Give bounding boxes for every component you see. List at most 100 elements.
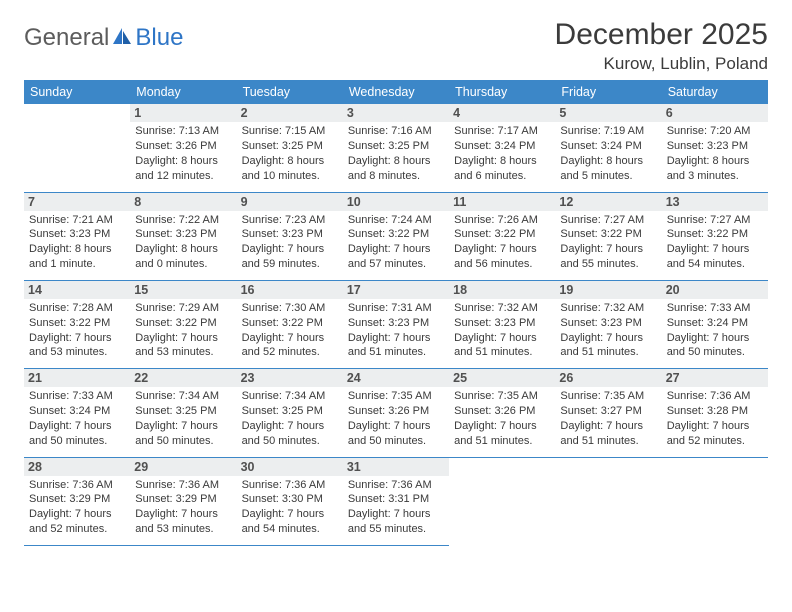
day-number: 17 xyxy=(343,281,449,299)
calendar-cell: 24Sunrise: 7:35 AMSunset: 3:26 PMDayligh… xyxy=(343,369,449,457)
calendar-cell: 23Sunrise: 7:34 AMSunset: 3:25 PMDayligh… xyxy=(237,369,343,457)
sail-icon xyxy=(111,26,133,51)
day-number: 8 xyxy=(130,193,236,211)
calendar-cell: 2Sunrise: 7:15 AMSunset: 3:25 PMDaylight… xyxy=(237,104,343,192)
sunset-text: Sunset: 3:26 PM xyxy=(348,404,444,419)
sunset-text: Sunset: 3:25 PM xyxy=(242,139,338,154)
daylight-text: Daylight: 8 hours and 12 minutes. xyxy=(135,154,231,184)
day-number: 1 xyxy=(130,104,236,122)
daylight-text: Daylight: 7 hours and 51 minutes. xyxy=(560,331,656,361)
sunset-text: Sunset: 3:22 PM xyxy=(29,316,125,331)
calendar-cell: 7Sunrise: 7:21 AMSunset: 3:23 PMDaylight… xyxy=(24,192,130,280)
day-number: 30 xyxy=(237,458,343,476)
sunrise-text: Sunrise: 7:29 AM xyxy=(135,301,231,316)
day-number: 31 xyxy=(343,458,449,476)
day-number: 10 xyxy=(343,193,449,211)
daylight-text: Daylight: 7 hours and 50 minutes. xyxy=(242,419,338,449)
sunset-text: Sunset: 3:26 PM xyxy=(135,139,231,154)
logo: General Blue xyxy=(24,24,183,52)
sunrise-text: Sunrise: 7:35 AM xyxy=(348,389,444,404)
calendar-cell: 3Sunrise: 7:16 AMSunset: 3:25 PMDaylight… xyxy=(343,104,449,192)
sunrise-text: Sunrise: 7:36 AM xyxy=(667,389,763,404)
calendar-cell: 20Sunrise: 7:33 AMSunset: 3:24 PMDayligh… xyxy=(662,280,768,368)
calendar-cell: 26Sunrise: 7:35 AMSunset: 3:27 PMDayligh… xyxy=(555,369,661,457)
day-number: 24 xyxy=(343,369,449,387)
sunset-text: Sunset: 3:30 PM xyxy=(242,492,338,507)
sunset-text: Sunset: 3:23 PM xyxy=(29,227,125,242)
day-number: 29 xyxy=(130,458,236,476)
col-thursday: Thursday xyxy=(449,80,555,104)
sunset-text: Sunset: 3:25 PM xyxy=(242,404,338,419)
calendar-cell: 30Sunrise: 7:36 AMSunset: 3:30 PMDayligh… xyxy=(237,457,343,545)
day-number: 6 xyxy=(662,104,768,122)
sunset-text: Sunset: 3:22 PM xyxy=(560,227,656,242)
calendar-cell: 14Sunrise: 7:28 AMSunset: 3:22 PMDayligh… xyxy=(24,280,130,368)
daylight-text: Daylight: 7 hours and 52 minutes. xyxy=(667,419,763,449)
sunset-text: Sunset: 3:24 PM xyxy=(29,404,125,419)
sunset-text: Sunset: 3:23 PM xyxy=(454,316,550,331)
sunrise-text: Sunrise: 7:33 AM xyxy=(29,389,125,404)
sunset-text: Sunset: 3:23 PM xyxy=(667,139,763,154)
daylight-text: Daylight: 7 hours and 53 minutes. xyxy=(135,507,231,537)
calendar-cell: 27Sunrise: 7:36 AMSunset: 3:28 PMDayligh… xyxy=(662,369,768,457)
daylight-text: Daylight: 7 hours and 53 minutes. xyxy=(135,331,231,361)
sunrise-text: Sunrise: 7:30 AM xyxy=(242,301,338,316)
calendar-cell: 17Sunrise: 7:31 AMSunset: 3:23 PMDayligh… xyxy=(343,280,449,368)
daylight-text: Daylight: 8 hours and 8 minutes. xyxy=(348,154,444,184)
daylight-text: Daylight: 7 hours and 55 minutes. xyxy=(560,242,656,272)
day-number: 4 xyxy=(449,104,555,122)
sunrise-text: Sunrise: 7:15 AM xyxy=(242,124,338,139)
day-number: 3 xyxy=(343,104,449,122)
day-number: 20 xyxy=(662,281,768,299)
day-number: 12 xyxy=(555,193,661,211)
sunrise-text: Sunrise: 7:27 AM xyxy=(667,213,763,228)
calendar-cell: 18Sunrise: 7:32 AMSunset: 3:23 PMDayligh… xyxy=(449,280,555,368)
daylight-text: Daylight: 7 hours and 54 minutes. xyxy=(667,242,763,272)
daylight-text: Daylight: 8 hours and 5 minutes. xyxy=(560,154,656,184)
calendar-cell: 4 Sunrise: 7:17 AMSunset: 3:24 PMDaylight… xyxy=(449,104,555,192)
calendar-row: 21Sunrise: 7:33 AMSunset: 3:24 PMDayligh… xyxy=(24,369,768,457)
calendar-cell: 11Sunrise: 7:26 AMSunset: 3:22 PMDayligh… xyxy=(449,192,555,280)
day-number: 9 xyxy=(237,193,343,211)
daylight-text: Daylight: 7 hours and 59 minutes. xyxy=(242,242,338,272)
calendar-row: 1Sunrise: 7:13 AMSunset: 3:26 PMDaylight… xyxy=(24,104,768,192)
sunset-text: Sunset: 3:27 PM xyxy=(560,404,656,419)
calendar-cell: 21Sunrise: 7:33 AMSunset: 3:24 PMDayligh… xyxy=(24,369,130,457)
calendar-row: 14Sunrise: 7:28 AMSunset: 3:22 PMDayligh… xyxy=(24,280,768,368)
sunset-text: Sunset: 3:24 PM xyxy=(560,139,656,154)
col-wednesday: Wednesday xyxy=(343,80,449,104)
calendar-cell: 25Sunrise: 7:35 AMSunset: 3:26 PMDayligh… xyxy=(449,369,555,457)
calendar-cell: 6Sunrise: 7:20 AMSunset: 3:23 PMDaylight… xyxy=(662,104,768,192)
daylight-text: Daylight: 7 hours and 50 minutes. xyxy=(135,419,231,449)
sunrise-text: Sunrise: 7:34 AM xyxy=(242,389,338,404)
location-text: Kurow, Lublin, Poland xyxy=(555,54,768,74)
sunrise-text: Sunrise: 7:33 AM xyxy=(667,301,763,316)
sunrise-text: Sunrise: 7:34 AM xyxy=(135,389,231,404)
day-number: 18 xyxy=(449,281,555,299)
sunset-text: Sunset: 3:23 PM xyxy=(242,227,338,242)
sunset-text: Sunset: 3:22 PM xyxy=(135,316,231,331)
sunrise-text: Sunrise: 7:17 AM xyxy=(454,124,550,139)
daylight-text: Daylight: 7 hours and 50 minutes. xyxy=(29,419,125,449)
calendar-cell: 12Sunrise: 7:27 AMSunset: 3:22 PMDayligh… xyxy=(555,192,661,280)
col-monday: Monday xyxy=(130,80,236,104)
daylight-text: Daylight: 7 hours and 50 minutes. xyxy=(667,331,763,361)
daylight-text: Daylight: 7 hours and 51 minutes. xyxy=(454,419,550,449)
sunrise-text: Sunrise: 7:35 AM xyxy=(560,389,656,404)
daylight-text: Daylight: 8 hours and 6 minutes. xyxy=(454,154,550,184)
day-number: 25 xyxy=(449,369,555,387)
day-number: 13 xyxy=(662,193,768,211)
calendar-cell xyxy=(662,457,768,545)
sunset-text: Sunset: 3:25 PM xyxy=(348,139,444,154)
day-number: 28 xyxy=(24,458,130,476)
daylight-text: Daylight: 7 hours and 56 minutes. xyxy=(454,242,550,272)
sunrise-text: Sunrise: 7:36 AM xyxy=(242,478,338,493)
sunset-text: Sunset: 3:25 PM xyxy=(135,404,231,419)
sunset-text: Sunset: 3:24 PM xyxy=(454,139,550,154)
logo-text-blue: Blue xyxy=(135,24,183,52)
day-number: 2 xyxy=(237,104,343,122)
daylight-text: Daylight: 8 hours and 3 minutes. xyxy=(667,154,763,184)
sunset-text: Sunset: 3:22 PM xyxy=(454,227,550,242)
col-saturday: Saturday xyxy=(662,80,768,104)
calendar-cell xyxy=(24,104,130,192)
